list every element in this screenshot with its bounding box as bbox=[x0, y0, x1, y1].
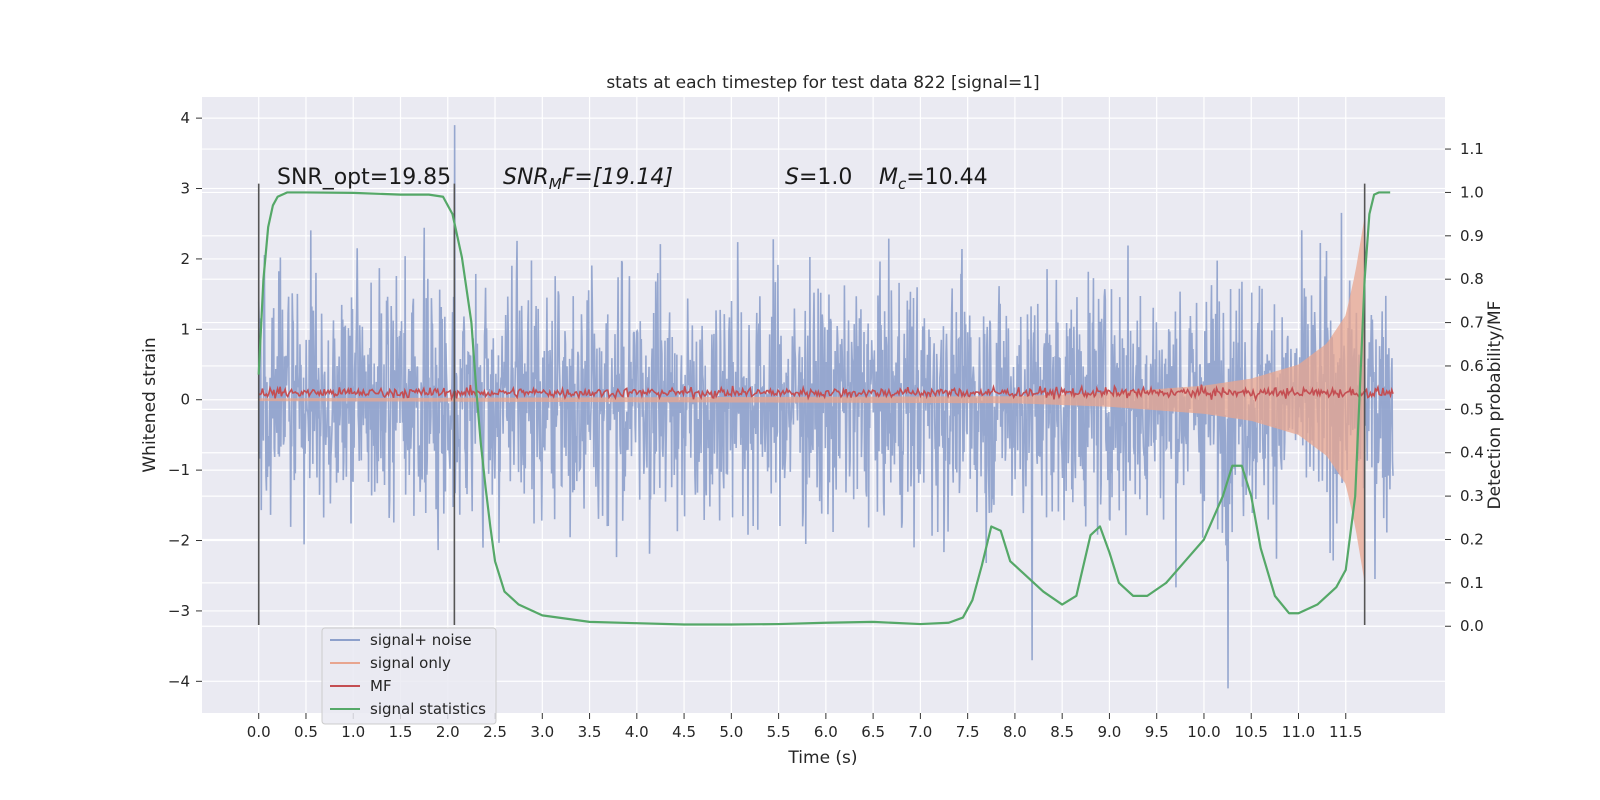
y-right-tick-label: 1.1 bbox=[1460, 140, 1484, 158]
y-right-tick-label: 0.0 bbox=[1460, 617, 1484, 635]
x-tick-label: 3.5 bbox=[578, 723, 602, 741]
x-tick-label: 0.5 bbox=[294, 723, 318, 741]
x-tick-label: 2.0 bbox=[436, 723, 460, 741]
x-tick-label: 1.0 bbox=[341, 723, 365, 741]
x-tick-label: 9.0 bbox=[1098, 723, 1122, 741]
x-tick-label: 9.5 bbox=[1145, 723, 1169, 741]
legend-label-signal-statistics: signal statistics bbox=[370, 700, 486, 718]
x-tick-label: 11.5 bbox=[1329, 723, 1362, 741]
legend-box bbox=[321, 627, 497, 725]
y-tick-label: −1 bbox=[168, 461, 190, 479]
y-right-tick-label: 0.8 bbox=[1460, 270, 1484, 288]
annotation-mc-main: M bbox=[879, 165, 898, 190]
annotation-s: S=1.0 bbox=[785, 165, 852, 190]
signal-noise-line bbox=[257, 125, 1394, 689]
x-tick-label: 7.5 bbox=[956, 723, 980, 741]
x-tick-label: 3.0 bbox=[530, 723, 554, 741]
annotation-snr-mf-sub: M bbox=[549, 175, 562, 193]
y-right-tick-label: 1.0 bbox=[1460, 183, 1484, 201]
series-signal-only bbox=[258, 216, 1365, 583]
series-mf bbox=[258, 383, 1394, 402]
ticks: 0.0 0.5 1.0 1.5 2.0 2.5 3.0 3.5 4.0 4.5 5.0 5.5 6.0 6… bbox=[168, 109, 1484, 741]
annotation-mc-sub: c bbox=[898, 175, 907, 193]
x-tick-label: 4.0 bbox=[625, 723, 649, 741]
x-tick-label: 6.5 bbox=[861, 723, 885, 741]
y-right-tick-label: 0.9 bbox=[1460, 227, 1484, 245]
x-tick-label: 1.5 bbox=[389, 723, 413, 741]
y-right-tick-label: 0.7 bbox=[1460, 314, 1484, 332]
x-tick-label: 10.0 bbox=[1187, 723, 1220, 741]
legend-label-mf: MF bbox=[370, 677, 392, 695]
y-right-tick-label: 0.6 bbox=[1460, 357, 1484, 375]
legend-label-signal-noise: signal+ noise bbox=[370, 631, 472, 649]
annotation-snr-mf-main: SNR bbox=[503, 165, 549, 190]
x-tick-label: 4.5 bbox=[672, 723, 696, 741]
y-tick-label: −3 bbox=[168, 602, 190, 620]
y-right-tick-label: 0.3 bbox=[1460, 487, 1484, 505]
x-tick-label: 8.5 bbox=[1050, 723, 1074, 741]
annotation-snr-opt: SNR_opt=19.85 bbox=[277, 165, 451, 190]
x-axis-label: Time (s) bbox=[787, 748, 857, 768]
y-right-tick-label: 0.2 bbox=[1460, 530, 1484, 548]
x-tick-label: 5.0 bbox=[719, 723, 743, 741]
annotation-mc: Mc=10.44 bbox=[879, 165, 988, 193]
annotation-snr-mf-rest: F=[19.14] bbox=[562, 165, 673, 190]
y-tick-label: 3 bbox=[180, 180, 190, 198]
series-signal-noise bbox=[257, 125, 1394, 689]
x-tick-label: 8.0 bbox=[1003, 723, 1027, 741]
y-tick-label: 4 bbox=[180, 109, 190, 127]
y-axis-right-label: Detection probability/MF bbox=[1485, 301, 1505, 510]
x-tick-label: 2.5 bbox=[483, 723, 507, 741]
annotation-mc-rest: =10.44 bbox=[906, 165, 987, 190]
y-tick-label: 2 bbox=[180, 250, 190, 268]
vertical-lines bbox=[257, 183, 1366, 625]
y-right-tick-label: 0.4 bbox=[1460, 444, 1484, 462]
x-tick-label: 0.0 bbox=[247, 723, 271, 741]
x-tick-label: 6.0 bbox=[814, 723, 838, 741]
signal-statistics-line bbox=[257, 191, 1391, 626]
x-tick-label: 10.5 bbox=[1235, 723, 1268, 741]
y-right-tick-label: 0.1 bbox=[1460, 574, 1484, 592]
y-tick-label: 1 bbox=[180, 320, 190, 338]
annotation-s-rest: =1.0 bbox=[799, 165, 852, 190]
x-tick-label: 7.0 bbox=[908, 723, 932, 741]
grid bbox=[202, 97, 1445, 713]
series-signal-statistics bbox=[257, 191, 1391, 626]
y-axis-label: Whitened strain bbox=[140, 337, 160, 472]
y-right-tick-label: 0.5 bbox=[1460, 400, 1484, 418]
y-tick-label: −2 bbox=[168, 532, 190, 550]
annotation-snr-mf: SNRMF=[19.14] bbox=[503, 165, 673, 193]
legend-label-signal-only: signal only bbox=[370, 654, 451, 672]
y-tick-label: −4 bbox=[168, 672, 190, 690]
annotation-s-main: S bbox=[785, 165, 799, 190]
legend: signal+ noise signal only MF signal stat… bbox=[321, 627, 497, 725]
x-tick-label: 11.0 bbox=[1282, 723, 1315, 741]
signal-only-envelope bbox=[258, 216, 1365, 583]
y-tick-label: 0 bbox=[180, 391, 190, 409]
chart-title: stats at each timestep for test data 822… bbox=[606, 73, 1039, 93]
x-tick-label: 5.5 bbox=[767, 723, 791, 741]
mf-line bbox=[258, 383, 1394, 402]
